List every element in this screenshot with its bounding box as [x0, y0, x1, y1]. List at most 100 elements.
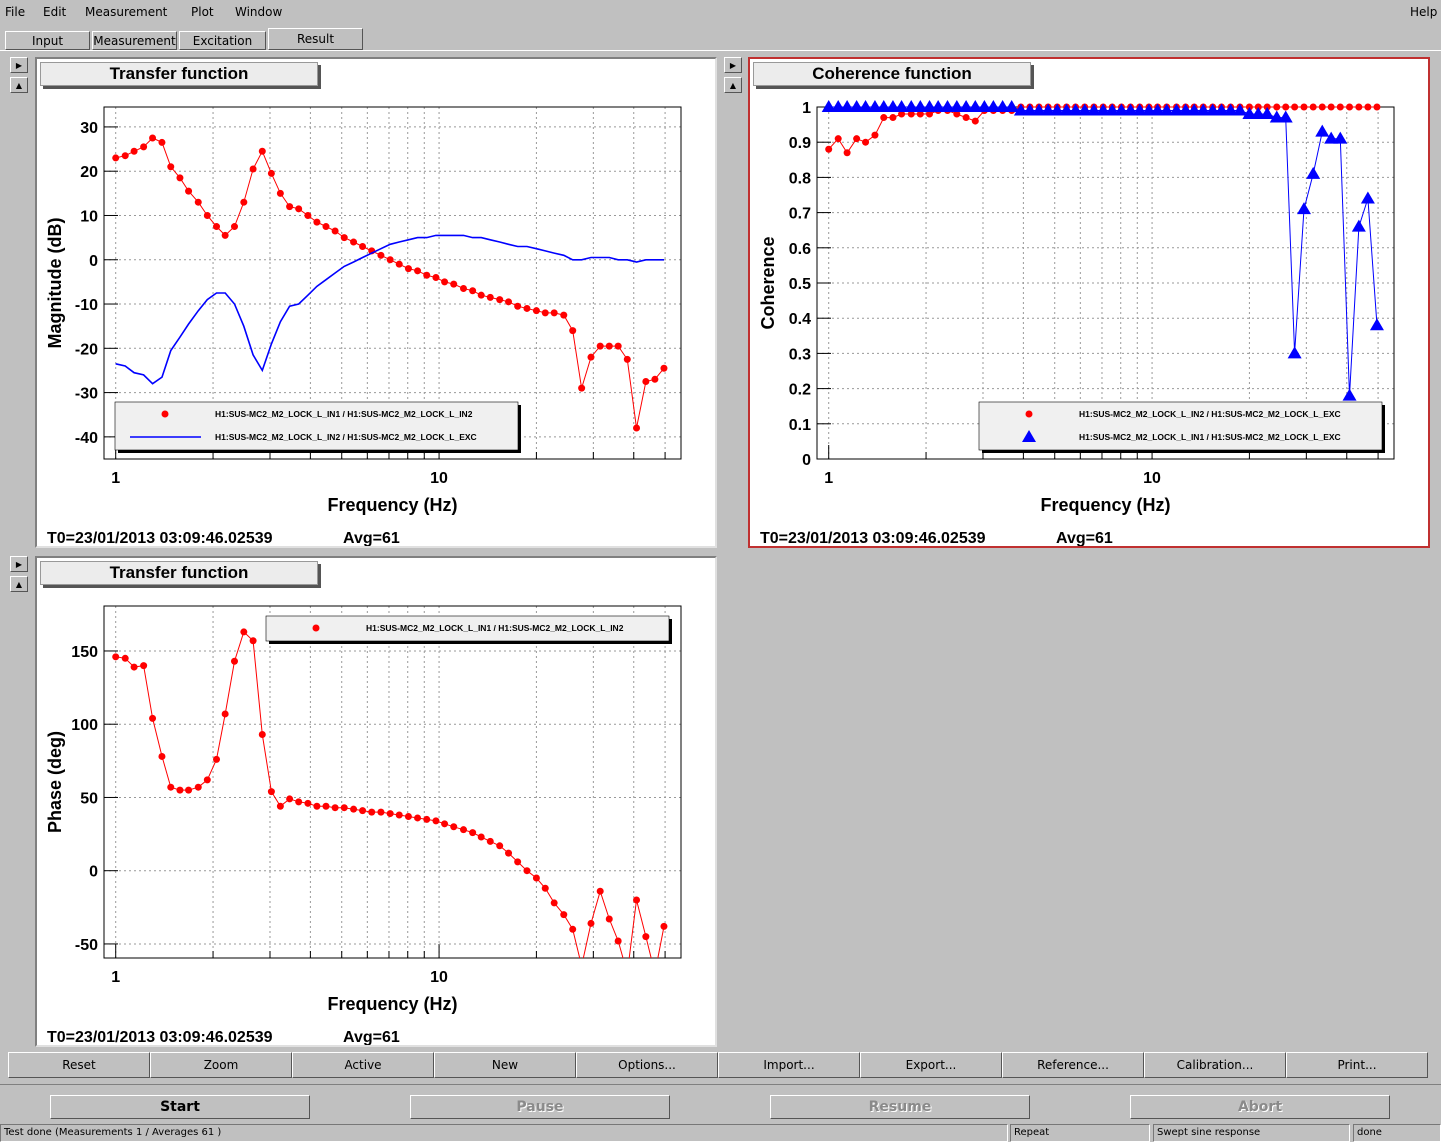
- x-axis-label: Frequency (Hz): [327, 994, 457, 1014]
- marker: [158, 138, 166, 146]
- marker: [286, 795, 294, 803]
- menu-item[interactable]: Measurement: [85, 5, 168, 19]
- y-tick-label: 30: [80, 120, 98, 137]
- marker: [1260, 107, 1275, 120]
- run-button: Resume: [770, 1095, 1030, 1119]
- marker: [1364, 103, 1372, 111]
- marker: [404, 812, 412, 820]
- marker: [112, 154, 120, 162]
- chart-panel: 1 10 0 0.1 0.2 0.3 0.4 0.5 0.6 0.7 0.8 0.9 1 H1:SUS-M…: [748, 57, 1430, 548]
- marker: [213, 223, 221, 231]
- marker: [450, 823, 458, 831]
- legend: [978, 401, 1383, 451]
- marker: [1123, 103, 1138, 116]
- marker: [1263, 103, 1271, 111]
- legend-label: H1:SUS-MC2_M2_LOCK_L_IN1 / H1:SUS-MC2_M2…: [1079, 432, 1341, 442]
- marker: [1245, 103, 1253, 111]
- menu-item[interactable]: File: [5, 5, 26, 19]
- marker: [904, 100, 919, 112]
- marker: [1150, 103, 1165, 116]
- toolbar-button[interactable]: Export...: [860, 1052, 1002, 1078]
- toolbar-button[interactable]: Print...: [1286, 1052, 1428, 1078]
- marker: [876, 100, 891, 112]
- marker: [894, 100, 909, 112]
- marker: [523, 867, 531, 875]
- marker: [1077, 103, 1092, 116]
- tab-line: [0, 50, 1441, 51]
- marker: [642, 933, 650, 941]
- chart-panel: 1 10 -50 0 50 100 150 H1:SUS-MC2_M2_LOCK_L_IN1 …: [35, 556, 717, 1047]
- tab[interactable]: Input: [5, 31, 90, 50]
- series-line: [115, 234, 664, 385]
- marker: [825, 145, 833, 153]
- marker: [541, 309, 549, 317]
- marker: [149, 714, 157, 722]
- y-tick-label: 150: [71, 644, 98, 661]
- marker: [1269, 110, 1284, 123]
- y-tick-label: 0: [89, 253, 98, 270]
- annotation: Avg=61: [343, 530, 400, 546]
- marker: [1196, 103, 1211, 116]
- marker: [867, 100, 882, 112]
- y-tick-label: 0: [802, 452, 811, 469]
- marker: [569, 327, 577, 335]
- marker: [1025, 410, 1033, 418]
- run-button[interactable]: Start: [50, 1095, 310, 1119]
- toolbar-button[interactable]: Reference...: [1002, 1052, 1144, 1078]
- status-field: Repeat: [1010, 1124, 1150, 1142]
- chart-title: Transfer function: [40, 62, 318, 86]
- menu-item[interactable]: Window: [235, 5, 283, 19]
- toolbar-button[interactable]: New: [434, 1052, 576, 1078]
- annotation: T0=23/01/2013 03:09:46.02539: [760, 530, 986, 546]
- toolbar-button[interactable]: Options...: [576, 1052, 718, 1078]
- marker: [477, 833, 485, 841]
- panel-arrow[interactable]: ▲: [10, 77, 28, 93]
- x-tick-label: 1: [111, 969, 120, 986]
- marker: [230, 657, 238, 665]
- series-group: [112, 134, 668, 432]
- panel-arrow[interactable]: ▲: [10, 576, 28, 592]
- marker: [322, 802, 330, 810]
- panel-arrow[interactable]: ▶: [10, 57, 28, 73]
- marker: [1187, 103, 1202, 116]
- menu-help[interactable]: Help: [1410, 5, 1438, 19]
- marker: [496, 842, 504, 850]
- marker: [377, 251, 385, 259]
- marker: [614, 342, 622, 350]
- marker: [359, 242, 367, 250]
- legend-label: H1:SUS-MC2_M2_LOCK_L_IN1 / H1:SUS-MC2_M2…: [366, 623, 624, 633]
- panel-arrow[interactable]: ▶: [10, 556, 28, 572]
- menu-item[interactable]: Edit: [43, 5, 67, 19]
- marker: [931, 100, 946, 112]
- marker: [258, 730, 266, 738]
- panel-arrow[interactable]: ▶: [724, 57, 742, 73]
- panel-arrow[interactable]: ▲: [724, 77, 742, 93]
- marker: [1096, 103, 1111, 116]
- marker: [1004, 100, 1019, 112]
- toolbar-button[interactable]: Zoom: [150, 1052, 292, 1078]
- marker: [569, 925, 577, 933]
- marker: [968, 100, 983, 112]
- legend: [265, 615, 670, 642]
- tab[interactable]: Measurement: [92, 31, 177, 50]
- tab[interactable]: Result: [268, 28, 363, 50]
- tab[interactable]: Excitation: [179, 31, 266, 50]
- legend-label: H1:SUS-MC2_M2_LOCK_L_IN2 / H1:SUS-MC2_M2…: [1079, 409, 1341, 419]
- toolbar-button[interactable]: Import...: [718, 1052, 860, 1078]
- marker: [1022, 430, 1036, 442]
- toolbar-button[interactable]: Calibration...: [1144, 1052, 1286, 1078]
- y-tick-label: 100: [71, 717, 98, 734]
- marker: [1373, 103, 1381, 111]
- marker: [971, 117, 979, 125]
- status-field: Swept sine response: [1153, 1124, 1350, 1142]
- marker: [359, 807, 367, 815]
- marker: [112, 653, 120, 661]
- toolbar-button[interactable]: Reset: [8, 1052, 150, 1078]
- toolbar-button[interactable]: Active: [292, 1052, 434, 1078]
- marker: [1336, 103, 1344, 111]
- menu-item[interactable]: Plot: [191, 5, 214, 19]
- marker: [477, 291, 485, 299]
- marker: [121, 152, 129, 160]
- marker: [486, 293, 494, 301]
